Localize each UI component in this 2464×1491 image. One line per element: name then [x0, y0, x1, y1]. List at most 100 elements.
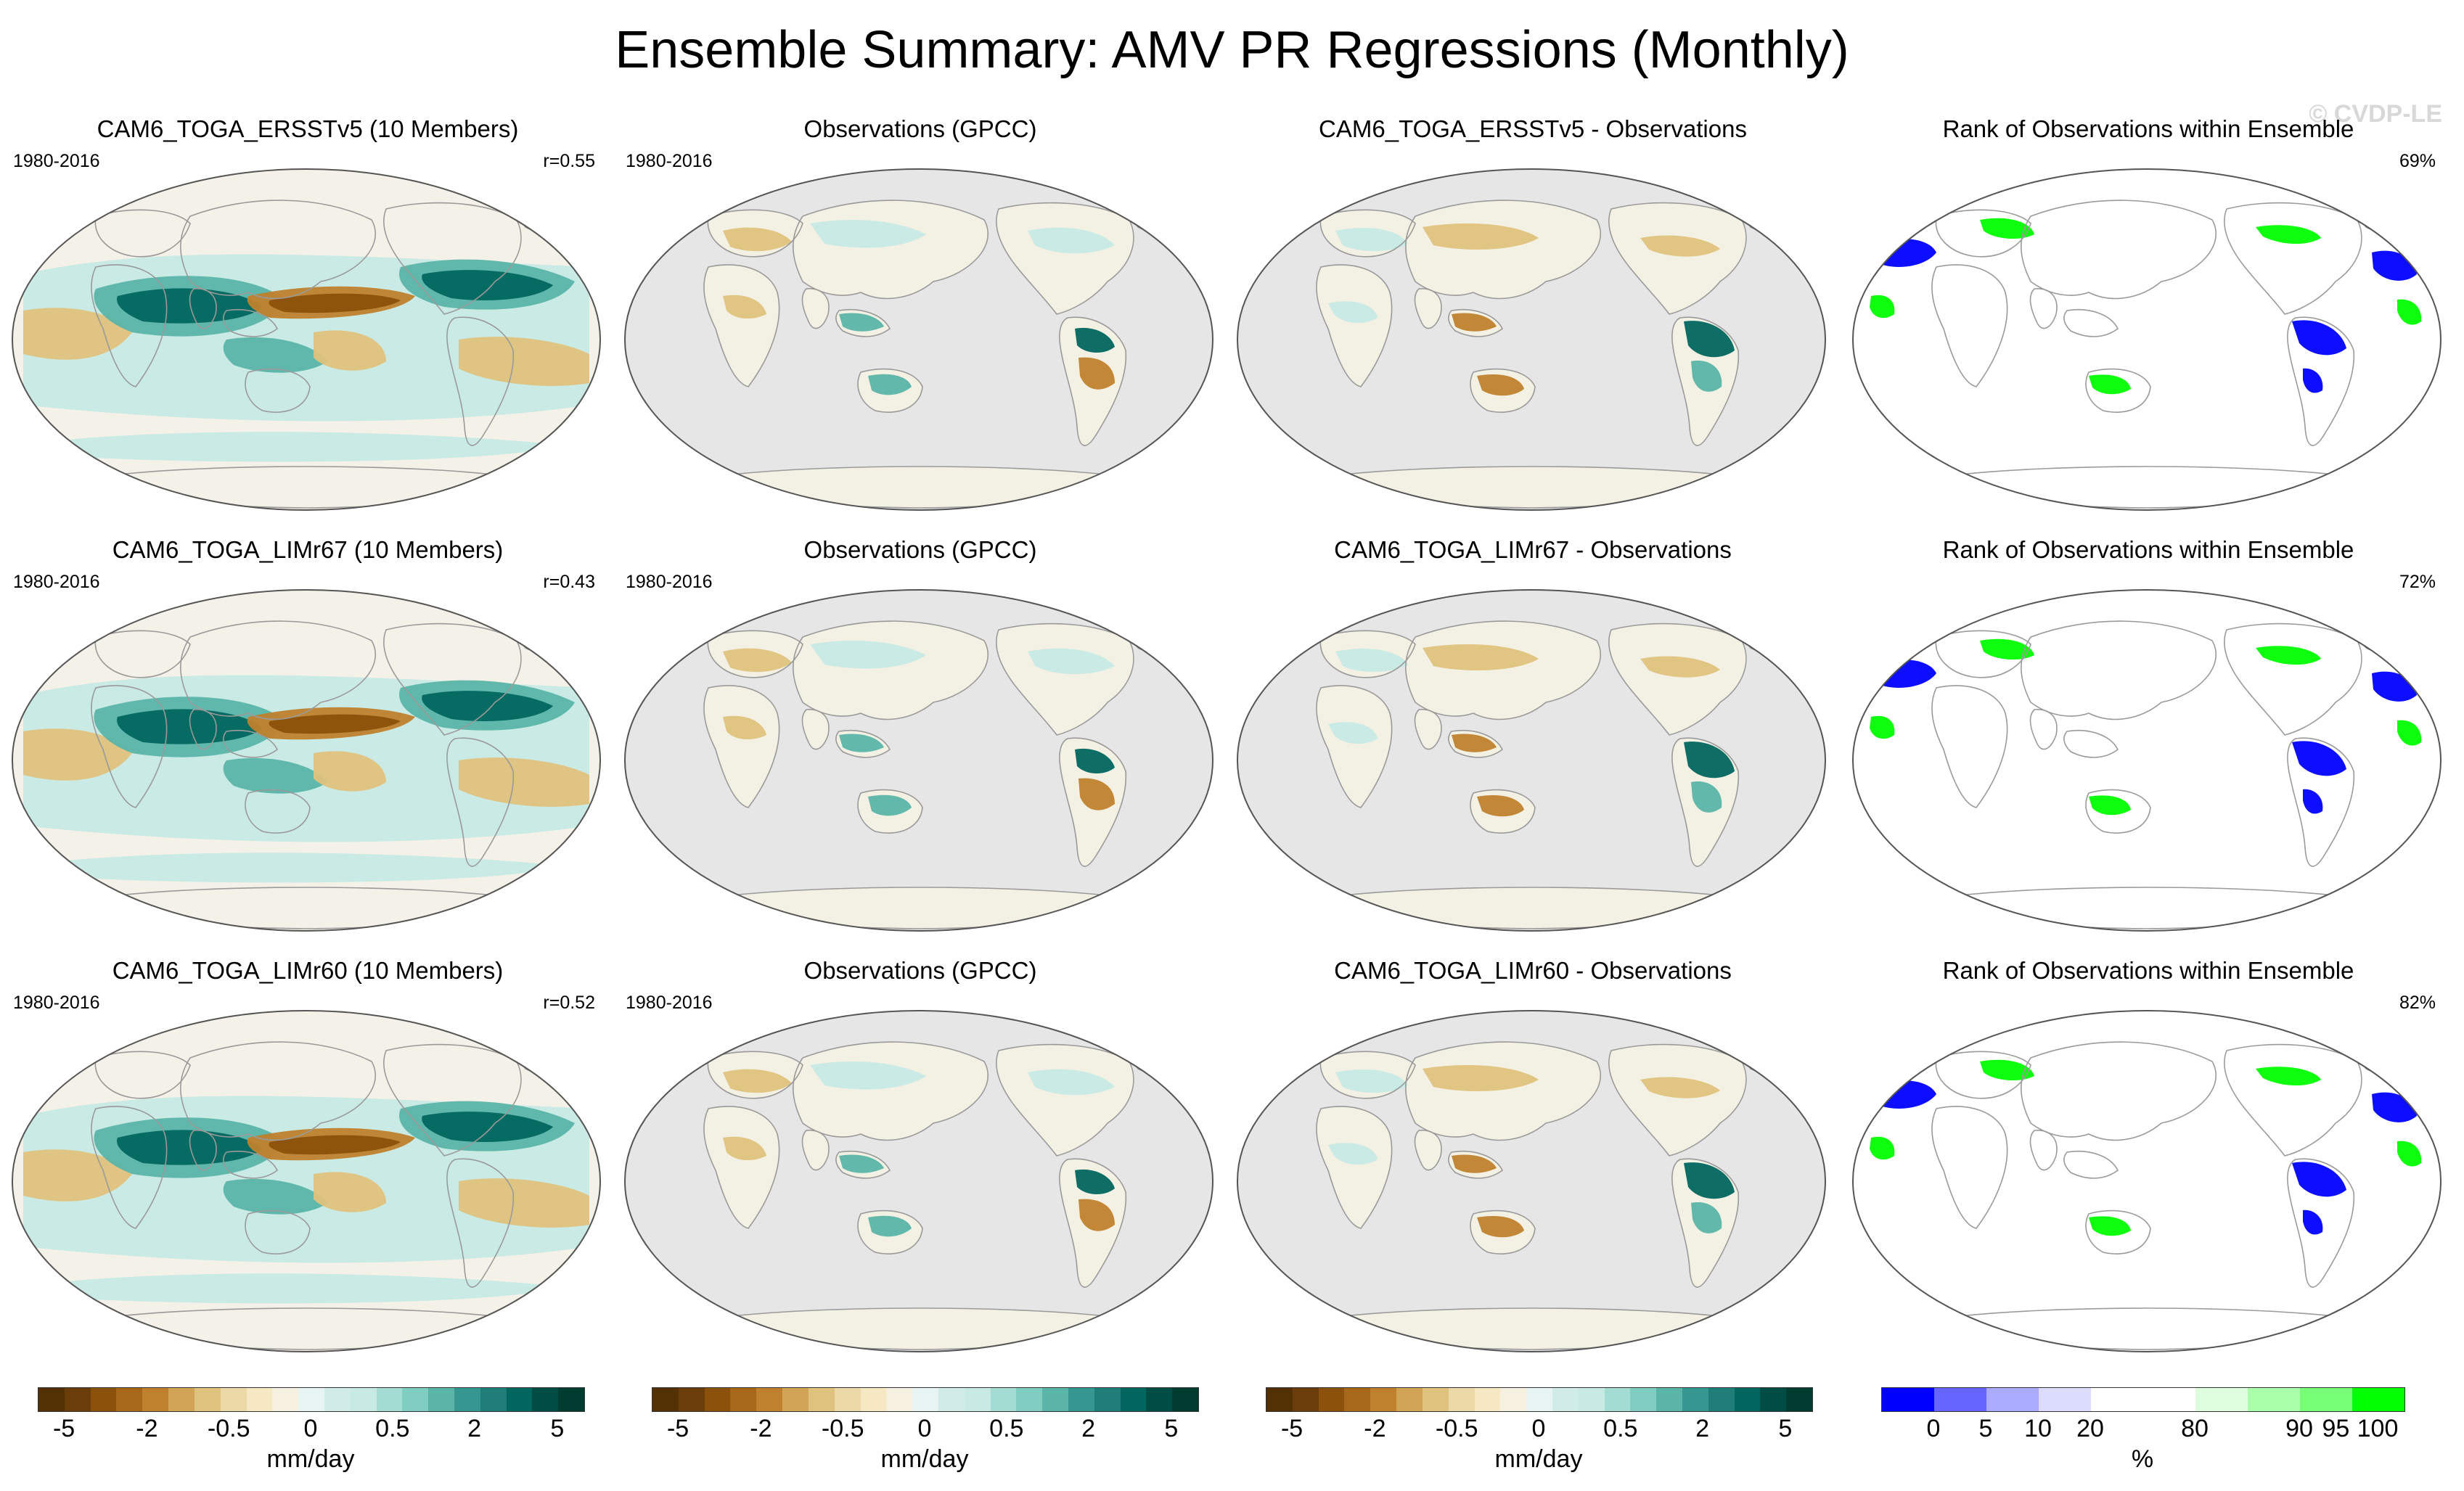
- colorbar-tick-label: 0: [1926, 1415, 1941, 1442]
- panel-period: 1980-2016: [626, 993, 713, 1013]
- continent-asia-coastline: [1405, 1041, 1601, 1141]
- continent-australia-coastline: [857, 368, 923, 413]
- colorbar-tick-label: -2: [136, 1415, 158, 1442]
- continent-india-coastline: [189, 709, 217, 750]
- continent-asia-coastline: [2021, 1041, 2217, 1141]
- map-border: [12, 168, 601, 511]
- map-border: [624, 1010, 1213, 1352]
- field-anomaly-region: [2386, 215, 2426, 239]
- continent-se-asia-coastline: [1448, 308, 1504, 337]
- map-panel-r2-c4: Rank of Observations within Ensemble 72%: [1843, 535, 2453, 942]
- field-anomaly-region: [459, 757, 589, 807]
- colorbar-swatch: [246, 1388, 273, 1411]
- field-anomaly-region: [1691, 361, 1722, 392]
- panel-period: 1980-2016: [13, 151, 100, 171]
- field-anomaly-region: [23, 728, 132, 781]
- colorbar-swatch: [1068, 1388, 1094, 1411]
- continent-se-asia-coastline: [835, 729, 891, 758]
- continent-south-america-coastline: [446, 316, 515, 446]
- field-anomaly-region: [2292, 1162, 2346, 1197]
- panel-title: Observations (GPCC): [803, 536, 1037, 563]
- colorbar-swatch: [2195, 1388, 2248, 1411]
- colorbar-swatch: [1448, 1388, 1475, 1411]
- colorbar-swatch: [480, 1388, 507, 1411]
- world-map-model: [12, 1010, 601, 1352]
- field-anomaly-region: [723, 715, 766, 740]
- colorbar-tick-label: -5: [52, 1415, 75, 1442]
- continent-india-land: [802, 1130, 829, 1170]
- field-anomaly-region: [723, 1136, 766, 1161]
- continent-se-asia-coastline: [1448, 729, 1504, 758]
- field-anomaly-region: [1691, 1202, 1722, 1233]
- continent-india-land: [2030, 1130, 2057, 1170]
- continent-india-coastline: [2029, 709, 2058, 750]
- continent-se-asia-coastline: [2063, 1150, 2119, 1179]
- continent-south-america-coastline: [446, 737, 515, 867]
- field-anomaly-region: [1870, 1136, 1895, 1160]
- continent-australia-coastline: [245, 789, 311, 834]
- continent-north-america-coastline: [383, 1043, 522, 1157]
- colorbar-swatch: [886, 1388, 913, 1411]
- field-anomaly-region: [422, 270, 553, 300]
- continent-asia-coastline: [793, 200, 989, 300]
- continent-europe-coastline: [707, 630, 803, 678]
- colorbar-swatch: [298, 1388, 324, 1411]
- continent-north-america-coastline: [1608, 202, 1747, 315]
- continent-africa-coastline: [1316, 264, 1393, 387]
- continent-europe-coastline: [707, 1051, 803, 1099]
- colorbar-tick-label: 0.5: [1603, 1415, 1638, 1442]
- continent-north-america-coastline: [996, 202, 1134, 315]
- field-anomaly-region: [459, 337, 589, 386]
- colorbar-tick-label: 2: [1695, 1415, 1710, 1442]
- field-anomaly-region: [2303, 1209, 2323, 1235]
- rank-percentage: 72%: [2399, 572, 2436, 592]
- colorbar-tick-label: -2: [750, 1415, 772, 1442]
- field-anomaly-region: [868, 374, 912, 395]
- map-panel-r1-c3: CAM6_TOGA_ERSSTv5 - Observations: [1228, 115, 1838, 521]
- world-map-rank: [1852, 168, 2442, 511]
- continent-australia-coastline: [857, 1209, 923, 1254]
- continent-north-america-land: [1608, 202, 1746, 314]
- colorbar-swatches: [1266, 1387, 1813, 1412]
- continent-europe-coastline: [707, 209, 803, 258]
- field-anomaly-region: [1870, 295, 1895, 319]
- map-panel-r2-c2: Observations (GPCC) 1980-2016: [615, 535, 1225, 942]
- colorbar-tick-label: -0.5: [207, 1415, 250, 1442]
- colorbar-swatch: [1344, 1388, 1371, 1411]
- continent-asia-coastline: [793, 620, 989, 720]
- field-anomaly-region: [723, 295, 766, 319]
- colorbar-swatch: [1630, 1388, 1657, 1411]
- continent-se-asia-coastline: [2063, 308, 2119, 337]
- continent-africa-coastline: [91, 685, 168, 808]
- continent-europe-coastline: [1935, 630, 2031, 678]
- continent-asia-coastline: [793, 1041, 989, 1141]
- continent-africa-coastline: [1931, 685, 2008, 808]
- continent-europe-coastline: [1319, 209, 1416, 258]
- colorbar-tick-label: 5: [1778, 1415, 1793, 1442]
- field-anomaly-region: [868, 794, 912, 816]
- field-anomaly-region: [223, 337, 328, 373]
- continent-australia-coastline: [2085, 368, 2151, 413]
- field-anomaly-region: [2303, 368, 2323, 393]
- field-anomaly-region: [723, 648, 792, 673]
- field-anomaly-region: [868, 1215, 912, 1237]
- field-anomaly-region: [269, 293, 401, 313]
- pattern-correlation: r=0.55: [543, 151, 595, 171]
- colorbar-tick-label: 2: [467, 1415, 482, 1442]
- continent-india-land: [1415, 288, 1441, 329]
- continent-antarctica-land: [708, 467, 1129, 508]
- continent-south-america-coastline: [2287, 737, 2355, 867]
- continent-se-asia-land: [2063, 730, 2118, 757]
- continent-north-america-coastline: [383, 202, 522, 315]
- map-border: [1237, 589, 1826, 932]
- colorbar-swatch: [1292, 1388, 1319, 1411]
- continent-antarctica-land: [1936, 467, 2357, 508]
- field-anomaly-region: [1640, 1077, 1720, 1098]
- continent-north-america-land: [1608, 623, 1746, 735]
- continent-africa-coastline: [91, 264, 168, 387]
- continent-africa-coastline: [703, 685, 780, 808]
- colorbar-swatch: [912, 1388, 938, 1411]
- colorbar-tick-label: 95: [2322, 1415, 2350, 1442]
- colorbar-swatch: [2039, 1388, 2091, 1411]
- colorbar-swatch: [1552, 1388, 1579, 1411]
